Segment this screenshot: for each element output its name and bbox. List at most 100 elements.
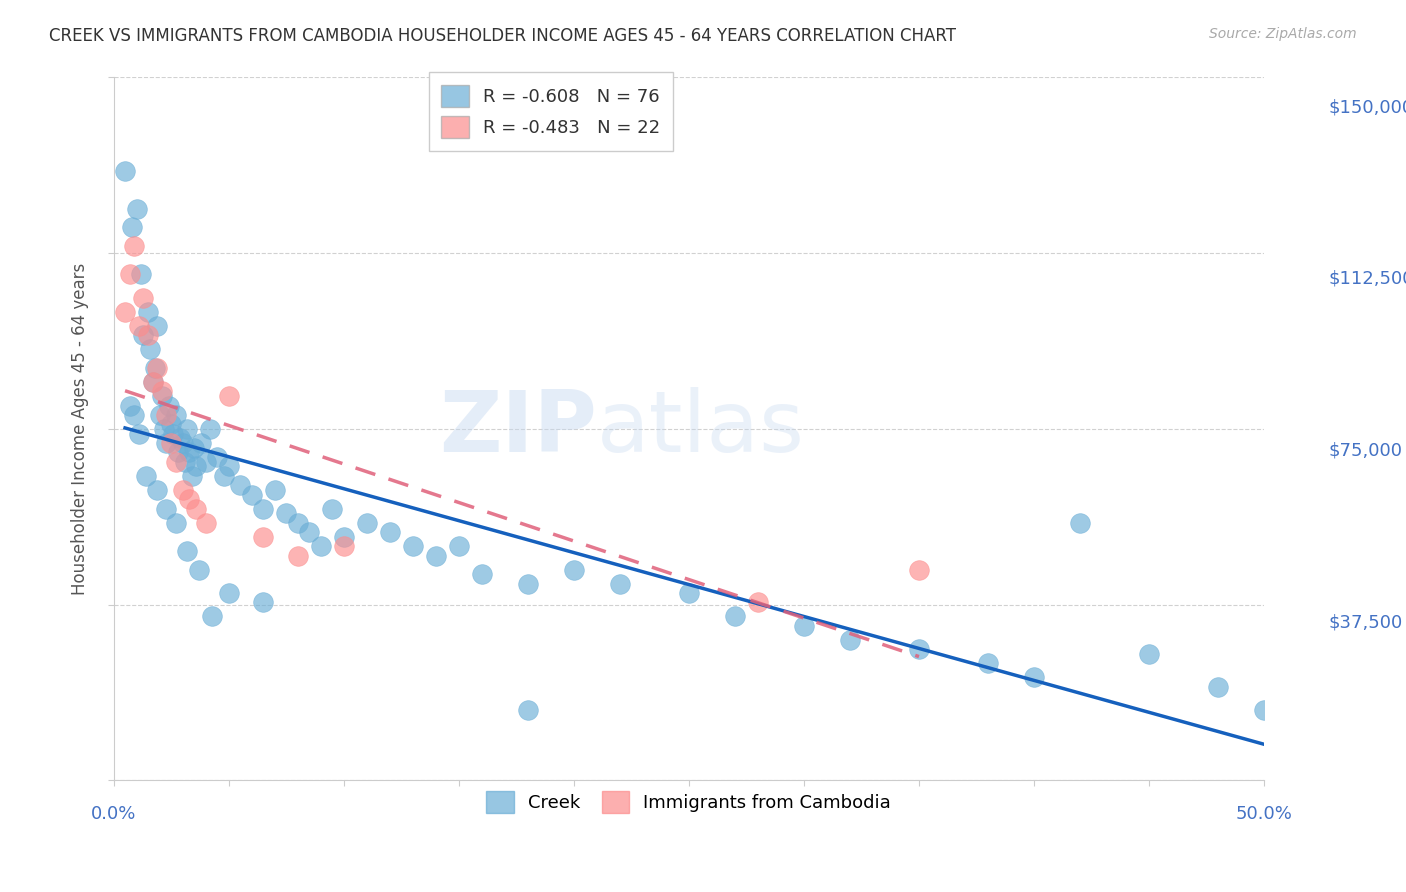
Point bbox=[356, 516, 378, 530]
Text: $37,500: $37,500 bbox=[1329, 613, 1403, 632]
Point bbox=[146, 318, 169, 333]
Point bbox=[143, 361, 166, 376]
Text: $150,000: $150,000 bbox=[1329, 98, 1406, 116]
Point bbox=[172, 483, 194, 497]
Point bbox=[128, 318, 150, 333]
Point bbox=[240, 487, 263, 501]
Point bbox=[146, 361, 169, 376]
Point bbox=[205, 450, 228, 464]
Point bbox=[125, 202, 148, 216]
Text: 50.0%: 50.0% bbox=[1236, 805, 1292, 823]
Point bbox=[180, 468, 202, 483]
Point bbox=[118, 268, 141, 282]
Point bbox=[176, 422, 198, 436]
Point bbox=[332, 530, 354, 544]
Point bbox=[194, 455, 217, 469]
Text: ZIP: ZIP bbox=[439, 387, 596, 470]
Point bbox=[155, 501, 177, 516]
Point bbox=[142, 375, 165, 389]
Point bbox=[194, 516, 217, 530]
Point bbox=[276, 506, 298, 520]
Point bbox=[839, 632, 862, 647]
Point bbox=[167, 445, 190, 459]
Point bbox=[129, 268, 152, 282]
Point bbox=[150, 384, 173, 399]
Point bbox=[136, 328, 159, 343]
Point bbox=[287, 516, 309, 530]
Point bbox=[229, 478, 252, 492]
Point bbox=[516, 703, 538, 717]
Point bbox=[321, 501, 343, 516]
Point bbox=[169, 431, 191, 445]
Point bbox=[162, 426, 184, 441]
Text: CREEK VS IMMIGRANTS FROM CAMBODIA HOUSEHOLDER INCOME AGES 45 - 64 YEARS CORRELAT: CREEK VS IMMIGRANTS FROM CAMBODIA HOUSEH… bbox=[49, 27, 956, 45]
Point bbox=[114, 305, 136, 319]
Point bbox=[132, 328, 155, 343]
Point bbox=[447, 539, 470, 553]
Point bbox=[977, 657, 1000, 671]
Point bbox=[516, 576, 538, 591]
Point bbox=[155, 436, 177, 450]
Point bbox=[1022, 670, 1045, 684]
Point bbox=[172, 436, 194, 450]
Point bbox=[1137, 647, 1160, 661]
Point bbox=[118, 399, 141, 413]
Point bbox=[562, 563, 585, 577]
Point bbox=[332, 539, 354, 553]
Point bbox=[252, 501, 274, 516]
Point bbox=[146, 483, 169, 497]
Point bbox=[724, 609, 747, 624]
Point bbox=[425, 549, 447, 563]
Point bbox=[165, 516, 187, 530]
Point bbox=[793, 619, 815, 633]
Point bbox=[609, 576, 631, 591]
Point bbox=[263, 483, 285, 497]
Point bbox=[148, 408, 170, 422]
Text: $112,500: $112,500 bbox=[1329, 269, 1406, 288]
Point bbox=[150, 389, 173, 403]
Point bbox=[471, 567, 494, 582]
Point bbox=[114, 164, 136, 178]
Point bbox=[160, 417, 183, 432]
Point bbox=[201, 609, 224, 624]
Point bbox=[132, 291, 155, 305]
Point bbox=[908, 642, 931, 657]
Point bbox=[186, 459, 208, 474]
Point bbox=[298, 524, 321, 539]
Point bbox=[212, 468, 235, 483]
Point bbox=[139, 343, 162, 357]
Point bbox=[142, 375, 165, 389]
Point bbox=[157, 399, 180, 413]
Point bbox=[908, 563, 931, 577]
Point bbox=[218, 459, 240, 474]
Point bbox=[135, 468, 157, 483]
Point bbox=[179, 492, 201, 507]
Point bbox=[402, 539, 425, 553]
Point bbox=[122, 239, 145, 253]
Point bbox=[153, 422, 176, 436]
Point bbox=[136, 305, 159, 319]
Text: $75,000: $75,000 bbox=[1329, 442, 1403, 459]
Point bbox=[155, 408, 177, 422]
Point bbox=[1206, 680, 1229, 694]
Point bbox=[252, 530, 274, 544]
Point bbox=[1069, 516, 1091, 530]
Point bbox=[187, 563, 209, 577]
Y-axis label: Householder Income Ages 45 - 64 years: Householder Income Ages 45 - 64 years bbox=[72, 263, 89, 595]
Point bbox=[160, 436, 183, 450]
Point bbox=[183, 441, 205, 455]
Point bbox=[128, 426, 150, 441]
Legend: Creek, Immigrants from Cambodia: Creek, Immigrants from Cambodia bbox=[479, 784, 898, 821]
Point bbox=[378, 524, 401, 539]
Point bbox=[678, 586, 700, 600]
Point bbox=[165, 408, 187, 422]
Point bbox=[218, 586, 240, 600]
Point bbox=[287, 549, 309, 563]
Text: Source: ZipAtlas.com: Source: ZipAtlas.com bbox=[1209, 27, 1357, 41]
Point bbox=[309, 539, 332, 553]
Text: 0.0%: 0.0% bbox=[91, 805, 136, 823]
Point bbox=[252, 595, 274, 609]
Point bbox=[186, 501, 208, 516]
Point bbox=[190, 436, 212, 450]
Point bbox=[179, 445, 201, 459]
